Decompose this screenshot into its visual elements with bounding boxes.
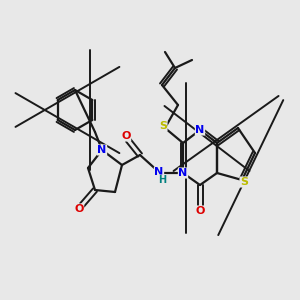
Text: H: H (158, 175, 166, 185)
Text: N: N (98, 145, 106, 155)
Text: N: N (154, 167, 164, 177)
Text: O: O (74, 204, 84, 214)
Text: S: S (159, 121, 167, 131)
Text: O: O (195, 206, 205, 216)
Text: N: N (195, 125, 205, 135)
Text: N: N (178, 168, 188, 178)
Text: O: O (121, 131, 131, 141)
Text: S: S (240, 177, 248, 187)
